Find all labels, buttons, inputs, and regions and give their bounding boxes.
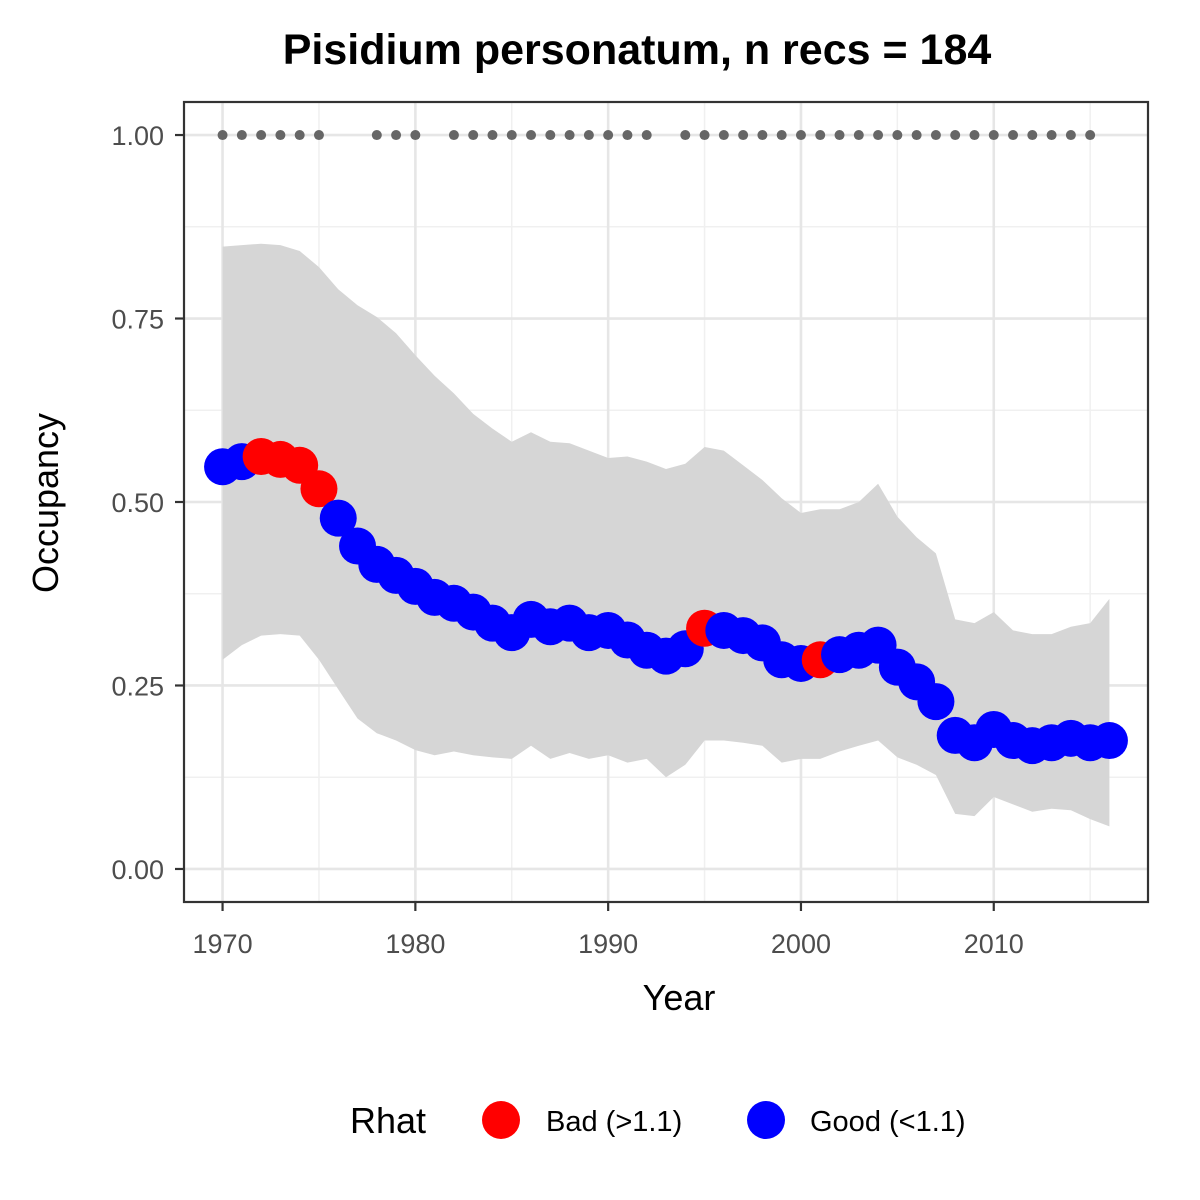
y-tick-label: 0.75 <box>111 305 164 335</box>
x-tick-label: 1970 <box>193 929 253 959</box>
record-dot <box>410 130 421 141</box>
y-axis-title: Occupancy <box>25 413 66 593</box>
x-axis: 1970 1980 1990 2000 2010 <box>193 902 1024 959</box>
record-dot <box>853 130 864 141</box>
record-dot <box>873 130 884 141</box>
x-axis-title: Year <box>643 977 716 1018</box>
y-tick-label: 1.00 <box>111 121 164 151</box>
record-dot <box>275 130 286 141</box>
y-tick-label: 0.50 <box>111 488 164 518</box>
record-dot <box>892 130 903 141</box>
legend: Rhat Bad (>1.1) Good (<1.1) <box>350 1100 966 1141</box>
record-dot <box>1008 130 1019 141</box>
x-tick-label: 1980 <box>385 929 445 959</box>
record-dot <box>448 130 459 141</box>
record-dot <box>969 130 980 141</box>
record-dot <box>911 130 922 141</box>
y-axis: 0.00 0.25 0.50 0.75 1.00 <box>111 121 184 885</box>
record-dot <box>545 130 556 141</box>
record-dot <box>1027 130 1038 141</box>
record-dots <box>217 130 1096 141</box>
legend-label-bad: Bad (>1.1) <box>546 1106 682 1138</box>
occupancy-point-good <box>1090 722 1128 760</box>
record-dot <box>757 130 768 141</box>
legend-title: Rhat <box>350 1100 426 1141</box>
record-dot <box>468 130 479 141</box>
record-dot <box>236 130 247 141</box>
record-dot <box>1065 130 1076 141</box>
record-dot <box>834 130 845 141</box>
record-dot <box>641 130 652 141</box>
record-dot <box>506 130 517 141</box>
record-dot <box>718 130 729 141</box>
record-dot <box>988 130 999 141</box>
record-dot <box>699 130 710 141</box>
x-tick-label: 2010 <box>964 929 1024 959</box>
record-dot <box>603 130 614 141</box>
y-tick-label: 0.00 <box>111 855 164 885</box>
record-dot <box>622 130 633 141</box>
record-dot <box>1046 130 1057 141</box>
chart-title: Pisidium personatum, n recs = 184 <box>283 26 992 74</box>
legend-key-good <box>747 1101 785 1139</box>
record-dot <box>526 130 537 141</box>
record-dot <box>391 130 402 141</box>
record-dot <box>738 130 749 141</box>
record-dot <box>487 130 498 141</box>
record-dot <box>256 130 267 141</box>
x-tick-label: 2000 <box>771 929 831 959</box>
occupancy-point-bad <box>300 470 338 508</box>
record-dot <box>564 130 575 141</box>
record-dot <box>950 130 961 141</box>
record-dot <box>313 130 324 141</box>
record-dot <box>371 130 382 141</box>
legend-label-good: Good (<1.1) <box>810 1106 966 1138</box>
occupancy-point-good <box>917 683 955 721</box>
occupancy-points <box>204 437 1128 765</box>
record-dot <box>930 130 941 141</box>
record-dot <box>815 130 826 141</box>
record-dot <box>795 130 806 141</box>
record-dot <box>217 130 228 141</box>
record-dot <box>680 130 691 141</box>
record-dot <box>776 130 787 141</box>
y-tick-label: 0.25 <box>111 671 164 701</box>
occupancy-point-good <box>319 499 357 537</box>
record-dot <box>583 130 594 141</box>
x-tick-label: 1990 <box>578 929 638 959</box>
record-dot <box>1085 130 1096 141</box>
legend-key-bad <box>482 1101 520 1139</box>
record-dot <box>294 130 305 141</box>
